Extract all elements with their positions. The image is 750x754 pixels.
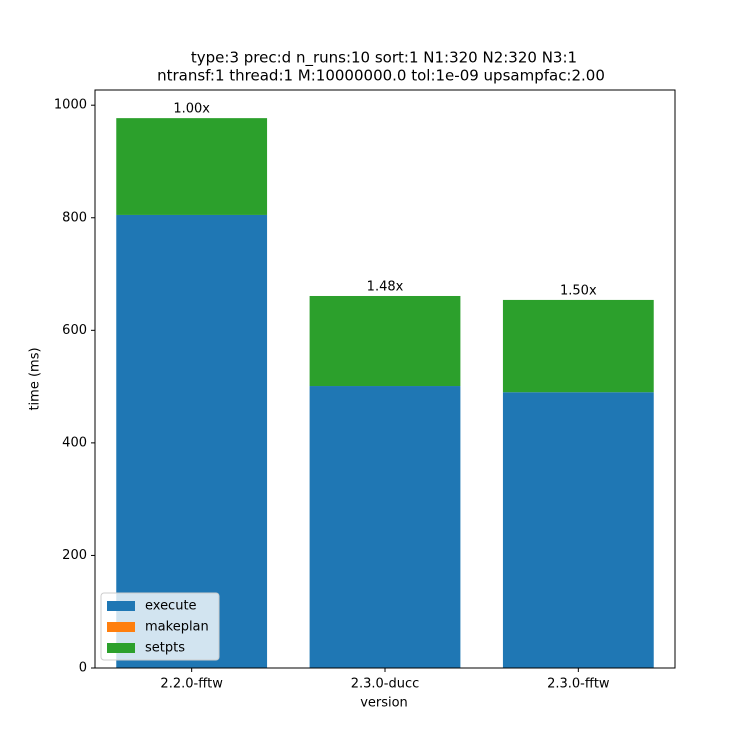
legend-label: makeplan [145, 620, 209, 635]
y-tick-label: 1000 [54, 98, 87, 113]
y-tick-label: 800 [62, 210, 87, 225]
bar-segment [116, 214, 268, 668]
legend: execute makeplan setpts [100, 592, 220, 661]
bar-annotation: 1.48x [367, 279, 404, 294]
y-tick-label: 0 [79, 661, 87, 676]
bar-segment [116, 118, 268, 215]
bar-segment [309, 386, 461, 668]
x-tick-label: 2.3.0-fftw [547, 677, 610, 692]
chart-title: type:3 prec:d n_runs:10 sort:1 N1:320 N2… [191, 49, 577, 68]
plot-frame [94, 89, 676, 669]
legend-swatch [107, 601, 135, 611]
y-axis-label: time (ms) [28, 347, 43, 410]
legend-label: execute [145, 599, 197, 614]
x-tick-label: 2.2.0-fftw [160, 677, 223, 692]
y-tick-label: 200 [62, 548, 87, 563]
y-tick-label: 400 [62, 435, 87, 450]
bar-segment [309, 295, 461, 387]
y-tick-label: 600 [62, 323, 87, 338]
bar-segment [502, 392, 654, 668]
legend-label: setpts [145, 641, 185, 656]
chart-title: ntransf:1 thread:1 M:10000000.0 tol:1e-0… [157, 67, 605, 85]
bar-annotation: 1.00x [173, 102, 210, 117]
legend-swatch [107, 622, 135, 632]
x-axis-label: version [360, 696, 408, 711]
bar-annotation: 1.50x [560, 283, 597, 298]
x-tick-label: 2.3.0-ducc [351, 677, 420, 692]
bar-segment [502, 299, 654, 393]
legend-swatch [107, 643, 135, 653]
